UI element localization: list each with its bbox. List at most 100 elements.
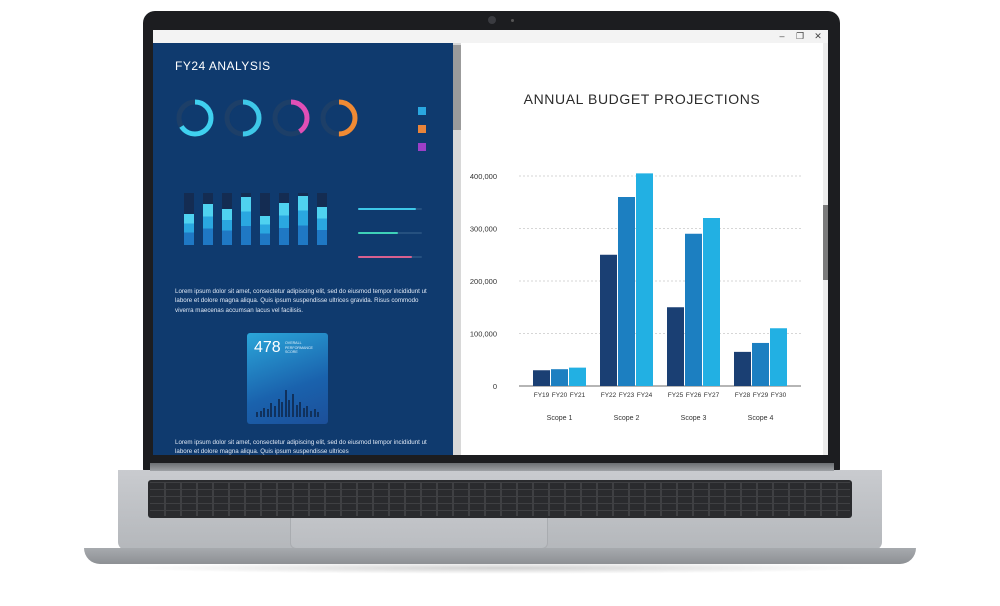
bar-fy28 xyxy=(734,351,751,386)
mini-bar-fill xyxy=(222,209,232,245)
mini-bar-fill xyxy=(279,203,289,245)
laptop-screen: – ❐ ✕ FY24 ANALYSIS Lorem ipsum dolor si… xyxy=(153,30,828,455)
webcam-led xyxy=(511,19,514,22)
laptop-hinge xyxy=(150,463,834,471)
gauge-attrition xyxy=(319,98,359,138)
bar-fy27 xyxy=(703,218,720,386)
performance-score-card: 478 OVERALL PERFORMANCE SCORE xyxy=(247,333,328,424)
score-bar xyxy=(281,402,284,417)
chart-panel: ANNUAL BUDGET PROJECTIONS 0 100,000 200,00… xyxy=(461,43,823,455)
mini-bar-fill xyxy=(317,207,327,245)
score-bar xyxy=(270,403,273,417)
gauge-earnings xyxy=(175,98,215,138)
bar-fy20 xyxy=(551,369,568,386)
gauge-arc xyxy=(320,99,358,137)
dashboard-scrollbar-thumb[interactable] xyxy=(453,45,461,130)
x-tick-label: FY20 xyxy=(552,392,568,399)
bar-fy24 xyxy=(636,173,653,386)
x-tick-label: FY25 xyxy=(668,392,684,399)
bar-fy25 xyxy=(667,307,684,386)
body-paragraph-1: Lorem ipsum dolor sit amet, consectetur … xyxy=(175,288,427,314)
score-bar xyxy=(256,412,258,417)
kpi-fill xyxy=(358,208,416,210)
score-bar xyxy=(292,394,294,417)
touchpad xyxy=(290,518,548,549)
y-tick-label: 100,000 xyxy=(470,330,497,339)
y-tick-label: 200,000 xyxy=(470,277,497,286)
gauge-expenses xyxy=(271,98,311,138)
score-bar xyxy=(306,406,309,417)
close-button[interactable]: ✕ xyxy=(814,31,822,41)
score-label: OVERALL PERFORMANCE SCORE xyxy=(285,341,313,354)
laptop-shadow xyxy=(120,562,880,574)
x-tick-label: FY22 xyxy=(601,392,617,399)
mini-bar-fill xyxy=(241,197,251,245)
score-bar xyxy=(295,405,298,417)
body-paragraph-2: Lorem ipsum dolor sit amet, consectetur … xyxy=(175,439,427,455)
score-bar xyxy=(263,408,266,417)
gauge-arc xyxy=(272,99,310,137)
score-bar xyxy=(259,411,262,417)
score-value: 478 xyxy=(254,339,281,356)
score-bar xyxy=(302,408,305,417)
bar-fy29 xyxy=(752,342,769,386)
gauge-ring xyxy=(224,99,262,137)
mini-bar-fill xyxy=(184,214,194,245)
gauge-center xyxy=(230,105,256,131)
mini-bar-fill xyxy=(260,216,270,245)
score-bar xyxy=(317,412,320,417)
gauge-center xyxy=(326,105,352,131)
dashboard-scrollbar-track[interactable] xyxy=(453,43,461,455)
x-tick-label: FY23 xyxy=(619,392,635,399)
score-bar xyxy=(288,400,291,417)
score-bar xyxy=(299,402,302,417)
y-tick-label: 300,000 xyxy=(470,225,497,234)
gauge-arc xyxy=(224,99,262,137)
laptop-front-edge xyxy=(84,548,916,564)
x-tick-label: FY21 xyxy=(570,392,586,399)
chart-title: ANNUAL BUDGET PROJECTIONS xyxy=(523,91,761,107)
bar-fy26 xyxy=(685,233,702,386)
bar-fy21 xyxy=(569,367,586,386)
group-label: Scope 3 xyxy=(681,415,707,422)
mini-bar-fill xyxy=(298,196,308,245)
kpi-fill xyxy=(358,256,412,258)
legend-swatch-earnings xyxy=(418,107,426,115)
webcam-icon xyxy=(488,16,496,24)
maximize-button[interactable]: ❐ xyxy=(795,31,805,41)
gauge-arc xyxy=(176,99,214,137)
window-titlebar: – ❐ ✕ xyxy=(153,30,828,44)
x-tick-label: FY26 xyxy=(686,392,702,399)
mini-bar-fill xyxy=(203,204,213,245)
x-tick-label: FY30 xyxy=(771,392,787,399)
score-bar xyxy=(274,406,276,417)
group-label: Scope 1 xyxy=(547,415,573,422)
y-tick-label: 0 xyxy=(493,382,497,391)
gauge-center xyxy=(278,105,304,131)
x-tick-label: FY19 xyxy=(534,392,550,399)
gauge-profit xyxy=(223,98,263,138)
bar-fy23 xyxy=(618,197,635,386)
x-tick-label: FY27 xyxy=(704,392,720,399)
keyboard-keys xyxy=(150,482,850,516)
group-label: Scope 4 xyxy=(748,415,774,422)
minimize-button[interactable]: – xyxy=(779,31,785,41)
group-label: Scope 2 xyxy=(614,415,640,422)
dashboard-title: FY24 ANALYSIS xyxy=(175,59,271,73)
legend-swatch-profit xyxy=(418,125,426,133)
x-tick-label: FY28 xyxy=(735,392,751,399)
bar-fy30 xyxy=(770,328,787,386)
gauge-ring xyxy=(320,99,358,137)
score-bar xyxy=(266,409,269,417)
dashboard-panel: FY24 ANALYSIS Lorem ipsum dolor sit amet… xyxy=(153,43,453,455)
gauge-ring xyxy=(272,99,310,137)
legend-swatch-expenses xyxy=(418,143,426,151)
score-bar xyxy=(313,409,316,417)
kpi-fill xyxy=(358,232,398,234)
gauge-center xyxy=(182,105,208,131)
chart-scrollbar-thumb[interactable] xyxy=(823,205,828,280)
x-tick-label: FY29 xyxy=(753,392,769,399)
y-tick-label: 400,000 xyxy=(470,172,497,181)
bar-fy19 xyxy=(533,370,550,386)
